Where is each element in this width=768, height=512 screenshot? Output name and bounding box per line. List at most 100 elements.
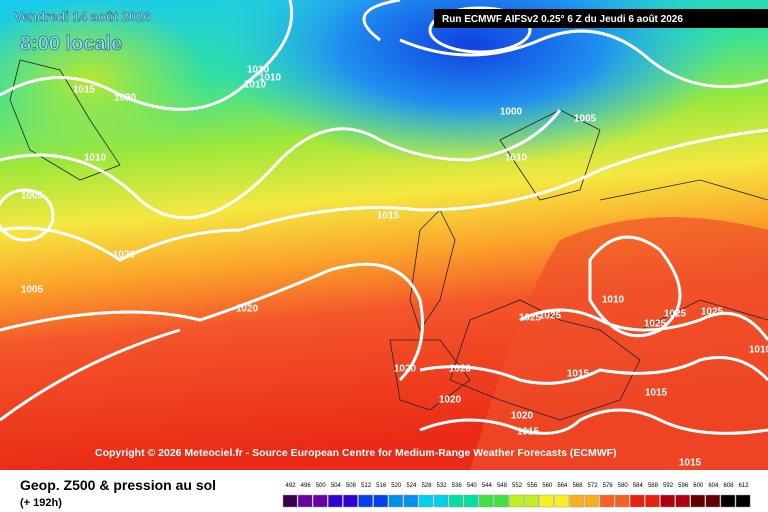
legend-swatch (660, 494, 675, 508)
legend-label: 548 (497, 483, 508, 489)
isobar-label: 1010 (247, 65, 270, 76)
isobar-label: 1020 (511, 411, 534, 422)
legend-swatch (509, 494, 524, 508)
copyright: Copyright © 2026 Meteociel.fr - Source E… (95, 447, 617, 459)
legend-swatch (343, 494, 358, 508)
legend-swatch (312, 494, 328, 508)
legend-label: 556 (527, 483, 538, 489)
isobar-label: 1015 (377, 211, 400, 222)
legend-swatch (494, 494, 509, 508)
legend-swatch (584, 494, 600, 508)
legend-swatch (328, 494, 343, 508)
legend-swatch (705, 494, 721, 508)
run-box (434, 9, 768, 28)
legend-label: 552 (512, 483, 523, 489)
low-height-area (210, 0, 730, 165)
legend-label: 560 (542, 483, 553, 489)
coastlines (9, 59, 768, 421)
isobars (0, 0, 768, 433)
legend-label: 572 (588, 483, 599, 489)
legend-label: 596 (678, 483, 689, 489)
legend-label: 540 (467, 483, 478, 489)
isobar-label: 1025 (644, 319, 667, 330)
legend-swatch (282, 494, 298, 508)
isobar-label: 1020 (394, 364, 417, 375)
legend-swatch (599, 494, 615, 508)
legend-label: 588 (648, 483, 659, 489)
isobar-label: 1010 (259, 73, 282, 84)
legend-swatch (645, 494, 660, 508)
legend-label: 544 (482, 483, 493, 489)
legend-label: 492 (286, 483, 297, 489)
isobar-label: 1025 (701, 307, 724, 318)
legend-swatch (418, 494, 434, 508)
isobar-label: 1005 (21, 285, 44, 296)
ridge-area (470, 217, 768, 470)
footer-title: Geop. Z500 & pression au sol (20, 477, 216, 493)
legend-swatch (675, 494, 690, 508)
isobar-label: 1015 (679, 458, 702, 469)
run-info: Run ECMWF AIFSv2 0.25° 6 Z du Jeudi 6 ao… (442, 14, 683, 25)
isobar-label: 1020 (236, 304, 259, 315)
footer-lead: (+ 192h) (20, 497, 62, 509)
isobar-label: 1010 (602, 295, 625, 306)
forecast-time: 8:00 locale (20, 33, 122, 55)
isobar-label: 1025 (519, 313, 542, 324)
legend-label: 608 (723, 483, 734, 489)
legend-label: 532 (437, 483, 448, 489)
legend-swatch (297, 494, 313, 508)
isobar-label: 1015 (567, 369, 590, 380)
legend-swatch (388, 494, 404, 508)
isobar-label: 1020 (114, 93, 137, 104)
isobar-label: 1015 (73, 85, 96, 96)
legend-label: 612 (739, 483, 750, 489)
legend-swatch (539, 494, 555, 508)
legend-swatch (463, 494, 479, 508)
isobar-label: 1010 (84, 153, 107, 164)
isobar-label: 1010 (505, 153, 528, 164)
legend-label: 512 (361, 483, 372, 489)
legend-label: 568 (572, 483, 583, 489)
forecast-date: Vendredi 14 août 2026 (14, 9, 151, 24)
isobar-label: 1025 (539, 311, 562, 322)
legend-label: 520 (391, 483, 402, 489)
isobar-label: 1005 (21, 191, 44, 202)
isobar-label: 1020 (449, 364, 472, 375)
legend-swatch (690, 494, 706, 508)
legend-label: 504 (331, 483, 342, 489)
legend-swatch (630, 494, 645, 508)
legend-swatch (735, 494, 751, 508)
legend-swatch (479, 494, 494, 508)
isobar-label: 1010 (244, 80, 267, 91)
legend-label: 604 (708, 483, 719, 489)
legend-swatch (569, 494, 585, 508)
isobar-label: 1015 (645, 388, 668, 399)
legend-swatch (720, 494, 736, 508)
legend-label: 516 (376, 483, 387, 489)
legend-label: 524 (406, 483, 417, 489)
isobar-label: 1010 (749, 345, 768, 356)
legend-label: 576 (603, 483, 614, 489)
legend-swatch (358, 494, 373, 508)
legend-swatch (403, 494, 419, 508)
legend-swatch (614, 494, 630, 508)
isobar-label: 1005 (574, 114, 597, 125)
legend-label: 592 (663, 483, 674, 489)
legend-label: 536 (452, 483, 463, 489)
legend-label: 508 (346, 483, 357, 489)
legend-label: 580 (618, 483, 629, 489)
legend-label: 500 (316, 483, 327, 489)
legend-label: 600 (693, 483, 704, 489)
greenland-area (0, 0, 210, 160)
legend-swatch (524, 494, 539, 508)
legend-label: 584 (633, 483, 644, 489)
legend-swatch (554, 494, 570, 508)
legend-swatch (433, 494, 449, 508)
isobar-label: 1020 (113, 250, 136, 261)
isobar-label: 1000 (500, 107, 523, 118)
isobar-label: 1015 (517, 427, 540, 438)
isobar-label: 1025 (664, 309, 687, 320)
isobar-label: 1020 (439, 395, 462, 406)
legend-label: 528 (421, 483, 432, 489)
